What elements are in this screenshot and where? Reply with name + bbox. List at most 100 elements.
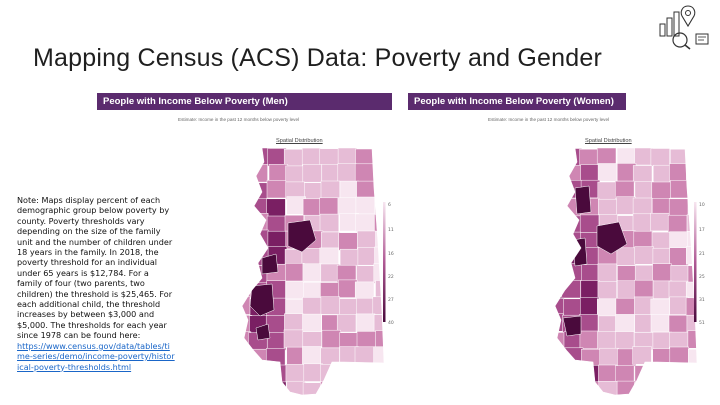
census-map-logo-icon (659, 5, 709, 50)
county-cell (581, 264, 601, 283)
county-cell (242, 232, 252, 251)
county-cell (580, 164, 600, 183)
county-cell (249, 229, 269, 248)
county-cell (668, 280, 689, 300)
county-cell (357, 380, 377, 395)
county-cell (267, 381, 287, 395)
county-cell (302, 382, 323, 395)
county-cell (373, 382, 384, 395)
county-cell (302, 164, 322, 183)
county-cell (266, 198, 286, 217)
county-cell (652, 365, 672, 384)
county-cell (302, 346, 322, 365)
county-cell (354, 346, 375, 365)
county-cell (650, 212, 670, 232)
county-cell (375, 280, 384, 299)
county-cell (285, 364, 305, 383)
men-legend-tick-0: 6 (388, 202, 391, 208)
county-cell (669, 346, 689, 365)
county-cell (355, 365, 375, 384)
county-cell (581, 381, 601, 395)
county-cell (670, 180, 690, 199)
county-cell (250, 364, 270, 383)
county-cell (355, 196, 375, 215)
county-cell (632, 165, 653, 184)
county-cell (284, 313, 304, 332)
county-cell (242, 265, 251, 284)
county-cell (286, 196, 306, 215)
county-cell (354, 163, 375, 182)
panel-women-distribution-title: Spatial Distribution (585, 138, 632, 144)
county-cell (319, 197, 339, 216)
county-cell (242, 347, 250, 367)
county-cell (286, 380, 306, 395)
county-cell (599, 347, 619, 367)
county-cell (652, 247, 672, 267)
county-cell (302, 297, 322, 316)
county-cell (357, 230, 377, 249)
county-cell (320, 180, 341, 199)
poverty-thresholds-link[interactable]: https://www.census.gov/data/tables/time-… (17, 340, 175, 372)
county-cell (248, 164, 268, 183)
county-cell (374, 182, 384, 201)
county-cell (561, 365, 582, 384)
county-cell (337, 148, 358, 165)
county-cell (356, 180, 376, 200)
county-cell (337, 364, 357, 383)
county-cell (266, 348, 286, 367)
county-cell (579, 148, 599, 168)
county-cell (563, 380, 583, 395)
county-cell (555, 348, 563, 367)
county-cell (688, 180, 697, 199)
county-cell (687, 148, 697, 166)
county-cell (242, 181, 252, 200)
county-cell (632, 213, 653, 232)
county-cell (555, 248, 564, 267)
county-cell (615, 314, 635, 333)
county-cell (302, 313, 322, 333)
county-cell (651, 380, 672, 395)
county-cell (356, 331, 377, 350)
county-cell (242, 381, 251, 395)
county-cell (652, 164, 673, 184)
county-cell (597, 281, 617, 300)
county-cell (578, 314, 599, 333)
county-cell (632, 197, 653, 216)
county-cell (320, 263, 340, 282)
county-cell (652, 348, 672, 367)
county-cell (355, 313, 376, 332)
county-cell (616, 380, 637, 395)
county-cell (337, 163, 357, 182)
county-cell (634, 314, 654, 333)
women-legend-tick-3: 25 (699, 274, 705, 280)
county-cell (562, 215, 582, 234)
county-cell (598, 315, 618, 334)
county-cell (579, 365, 600, 384)
county-cell (555, 332, 565, 351)
county-cell (687, 363, 697, 383)
county-cell (338, 232, 358, 251)
county-cell-high (255, 323, 271, 341)
county-cell (650, 298, 670, 317)
county-cell (614, 331, 635, 350)
county-cell (319, 247, 339, 266)
county-cell (374, 165, 384, 184)
county-cell (632, 346, 652, 365)
county-cell (267, 148, 287, 167)
county-cell (686, 164, 697, 183)
county-cell (596, 148, 617, 166)
county-cell (597, 163, 618, 182)
page-title: Mapping Census (ACS) Data: Poverty and G… (33, 44, 602, 72)
county-cell (301, 248, 321, 267)
panel-men-subtitle: Estimate: Income in the past 12 months b… (178, 117, 300, 122)
county-cell (563, 347, 584, 366)
county-cell (669, 163, 689, 182)
county-cell (598, 364, 618, 383)
county-cell (555, 229, 565, 249)
note-text: Note: Maps display percent of each demog… (17, 195, 173, 341)
county-cell (668, 382, 688, 395)
county-cell (597, 331, 617, 350)
county-cell (321, 231, 341, 250)
men-legend-tick-5: 40 (388, 320, 394, 326)
county-cell (242, 248, 251, 267)
